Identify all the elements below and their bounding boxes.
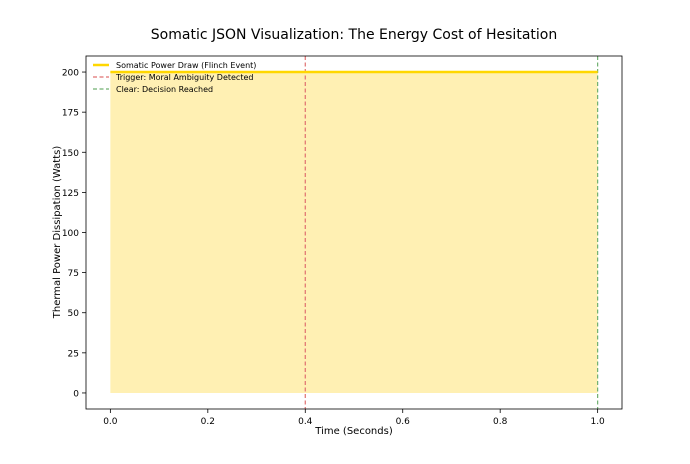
x-tick-label: 0.8	[493, 417, 508, 427]
y-tick-label: 75	[68, 269, 79, 279]
plot-area	[110, 56, 599, 409]
y-tick-label: 175	[62, 109, 79, 119]
legend: Somatic Power Draw (Flinch Event) Trigger…	[93, 61, 256, 94]
chart-title: Somatic JSON Visualization: The Energy C…	[151, 27, 557, 43]
y-tick-label: 200	[62, 69, 79, 79]
y-tick-label: 50	[68, 309, 80, 319]
x-axis-label: Time (Seconds)	[314, 426, 393, 437]
y-tick-label: 125	[62, 189, 79, 199]
y-axis: 0 25 50 75 100 125 150 175 200	[62, 69, 86, 399]
x-tick-label: 0.2	[201, 417, 215, 427]
y-tick-label: 0	[73, 389, 79, 399]
y-tick-label: 100	[62, 229, 79, 239]
legend-label-2: Clear: Decision Reached	[116, 85, 213, 94]
y-tick-label: 25	[68, 349, 79, 359]
x-tick-label: 1.0	[590, 417, 605, 427]
legend-label-0: Somatic Power Draw (Flinch Event)	[116, 61, 256, 70]
y-axis-label: Thermal Power Dissipation (Watts)	[52, 146, 63, 320]
y-tick-label: 150	[62, 149, 79, 159]
x-tick-label: 0.6	[396, 417, 411, 427]
series-fill-0	[110, 72, 598, 393]
x-tick-label: 0.0	[103, 417, 118, 427]
x-axis: 0.0 0.2 0.4 0.6 0.8 1.0	[103, 409, 605, 427]
legend-label-1: Trigger: Moral Ambiguity Detected	[115, 73, 253, 82]
x-tick-label: 0.4	[298, 417, 313, 427]
